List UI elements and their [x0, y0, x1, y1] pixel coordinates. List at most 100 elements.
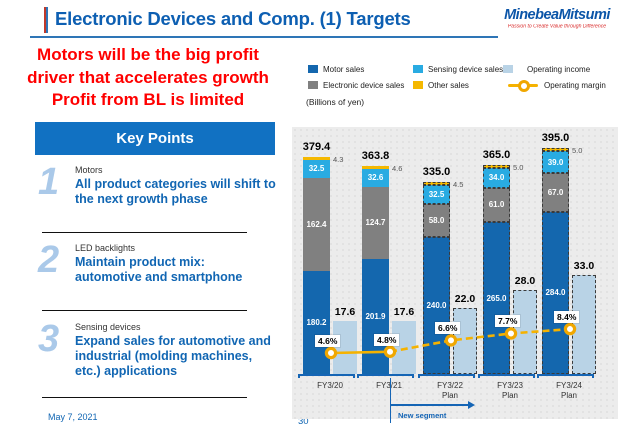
bar-segment-electronic-device-sales: 61.0 — [483, 187, 510, 223]
x-axis-label: FY3/21 — [376, 381, 402, 390]
bar-segment-other-sales — [362, 165, 389, 169]
key-point-number: 3 — [38, 318, 60, 360]
bar-segment-sensing-device-sales: 32.6 — [362, 168, 389, 188]
bar-total-value: 395.0 — [541, 132, 570, 145]
bar-segment-value: 67.0 — [547, 187, 564, 197]
bar-segment-electronic-device-sales: 124.7 — [362, 187, 389, 259]
key-point-topic: Motors — [75, 165, 103, 175]
key-point-content: Motors All product categories will shift … — [75, 165, 290, 207]
bar-segment-value: 61.0 — [488, 200, 505, 210]
bar-segment-motor-sales: 265.0 — [483, 222, 510, 374]
company-logo: MinebeaMitsumi Passion to Create Value t… — [497, 7, 617, 30]
x-axis-label: FY3/23 Plan — [497, 381, 523, 400]
legend-electronic-device-sales: Electronic device sales — [308, 80, 404, 90]
other-sales-value: 5.0 — [572, 146, 583, 156]
key-point-item: 3 Sensing devices Expand sales for automot… — [38, 318, 290, 379]
legend-swatch-icon — [308, 65, 318, 73]
key-point-content: Sensing devices Expand sales for automoti… — [75, 322, 290, 379]
bar-segment-value: 201.9 — [365, 311, 386, 321]
legend-swatch-icon — [503, 65, 513, 73]
bar-segment-sensing-device-sales: 34.0 — [483, 168, 510, 188]
legend-operating-margin: Operating margin — [508, 80, 606, 92]
bar-segment-value: 284.0 — [545, 288, 566, 298]
bar-segment-sensing-device-sales: 39.0 — [542, 150, 569, 174]
x-axis-label: FY3/22 Plan — [437, 381, 463, 400]
page-title: Electronic Devices and Comp. (1) Targets — [55, 8, 411, 29]
bar-segment-electronic-device-sales: 67.0 — [542, 173, 569, 212]
bar-segment-value: 34.0 — [488, 173, 505, 183]
operating-income-bar — [453, 308, 477, 374]
operating-margin-value: 7.7% — [495, 315, 521, 328]
key-point-item: 1 Motors All product categories will shift… — [38, 163, 290, 207]
margin-dot-glyph — [518, 80, 530, 92]
legend-label: Motor sales — [323, 64, 365, 74]
title-underline — [30, 36, 498, 38]
bar-segment-motor-sales: 284.0 — [542, 211, 569, 374]
key-point-topic: Sensing devices — [75, 322, 141, 332]
legend-label: Electronic device sales — [323, 80, 405, 90]
logo-wordmark: MinebeaMitsumi — [504, 7, 610, 23]
x-axis-segment — [357, 374, 414, 378]
other-sales-value: 4.3 — [333, 154, 344, 164]
bar-total-value: 335.0 — [422, 166, 451, 179]
key-point-text: All product categories will shift to the… — [75, 177, 276, 206]
key-point-divider — [42, 397, 247, 398]
x-axis-segment — [418, 374, 475, 378]
x-axis-segment — [478, 374, 535, 378]
operating-income-value: 17.6 — [334, 306, 356, 319]
key-point-text: Maintain product mix: automotive and sma… — [75, 255, 243, 284]
bar-total-value: 365.0 — [482, 149, 511, 162]
bar-segment-sensing-device-sales: 32.5 — [303, 159, 330, 179]
bar-segment-value: 240.0 — [426, 300, 447, 310]
legend-label: Sensing device sales — [428, 64, 504, 74]
bar-segment-electronic-device-sales: 58.0 — [423, 203, 450, 237]
operating-income-value: 22.0 — [454, 293, 476, 305]
new-segment-arrow-head — [468, 401, 475, 409]
operating-income-bar — [513, 290, 537, 374]
bar-segment-electronic-device-sales: 162.4 — [303, 178, 330, 271]
key-point-content: LED backlights Maintain product mix: auto… — [75, 243, 290, 285]
key-point-item: 2 LED backlights Maintain product mix: aut… — [38, 239, 290, 285]
chart-units-note: (Billions of yen) — [306, 97, 365, 107]
operating-income-bar — [333, 321, 357, 374]
bar-segment-value: 32.6 — [367, 173, 384, 183]
bar-segment-value: 32.5 — [428, 189, 445, 199]
x-axis-label: FY3/24 Plan — [556, 381, 582, 400]
legend-swatch-icon — [413, 65, 423, 73]
other-sales-value: 5.0 — [513, 163, 524, 173]
other-sales-value: 4.6 — [392, 163, 403, 173]
legend-motor-sales: Motor sales — [308, 64, 364, 74]
bar-segment-value: 162.4 — [306, 219, 327, 229]
legend-sensing-device-sales: Sensing device sales — [413, 64, 503, 74]
bar-segment-value: 265.0 — [486, 293, 507, 303]
headline-text: Motors will be the big profit driver tha… — [27, 45, 269, 109]
x-axis-segment — [537, 374, 594, 378]
legend-label: Operating income — [527, 64, 591, 74]
other-sales-value: 4.5 — [453, 180, 464, 190]
x-axis-label: FY3/20 — [317, 381, 343, 390]
bar-segment-motor-sales: 240.0 — [423, 236, 450, 374]
operating-margin-value: 4.6% — [315, 335, 341, 347]
key-point-topic: LED backlights — [75, 243, 136, 253]
legend-other-sales: Other sales — [413, 80, 469, 90]
footer-date: May 7, 2021 — [48, 412, 98, 422]
new-segment-label: New segment — [398, 411, 447, 420]
operating-margin-value: 4.8% — [374, 333, 400, 346]
key-points-banner-label: Key Points — [116, 130, 194, 147]
legend-operating-income: Operating income — [503, 64, 590, 74]
key-point-divider — [42, 310, 247, 311]
bar-segment-other-sales — [303, 156, 330, 160]
footer-page-number: 30 — [298, 416, 309, 427]
legend-label: Operating margin — [544, 80, 606, 90]
operating-income-value: 28.0 — [514, 275, 536, 287]
key-point-text: Expand sales for automotive and industri… — [75, 334, 271, 378]
bar-segment-value: 58.0 — [428, 215, 445, 225]
bar-total-value: 363.8 — [361, 149, 390, 162]
operating-income-bar — [572, 275, 596, 374]
key-point-number: 2 — [38, 239, 60, 281]
legend-swatch-icon — [413, 81, 423, 89]
title-accent-stripe — [44, 7, 48, 33]
new-segment-divider-line — [390, 378, 391, 423]
bar-segment-motor-sales: 180.2 — [303, 270, 330, 374]
